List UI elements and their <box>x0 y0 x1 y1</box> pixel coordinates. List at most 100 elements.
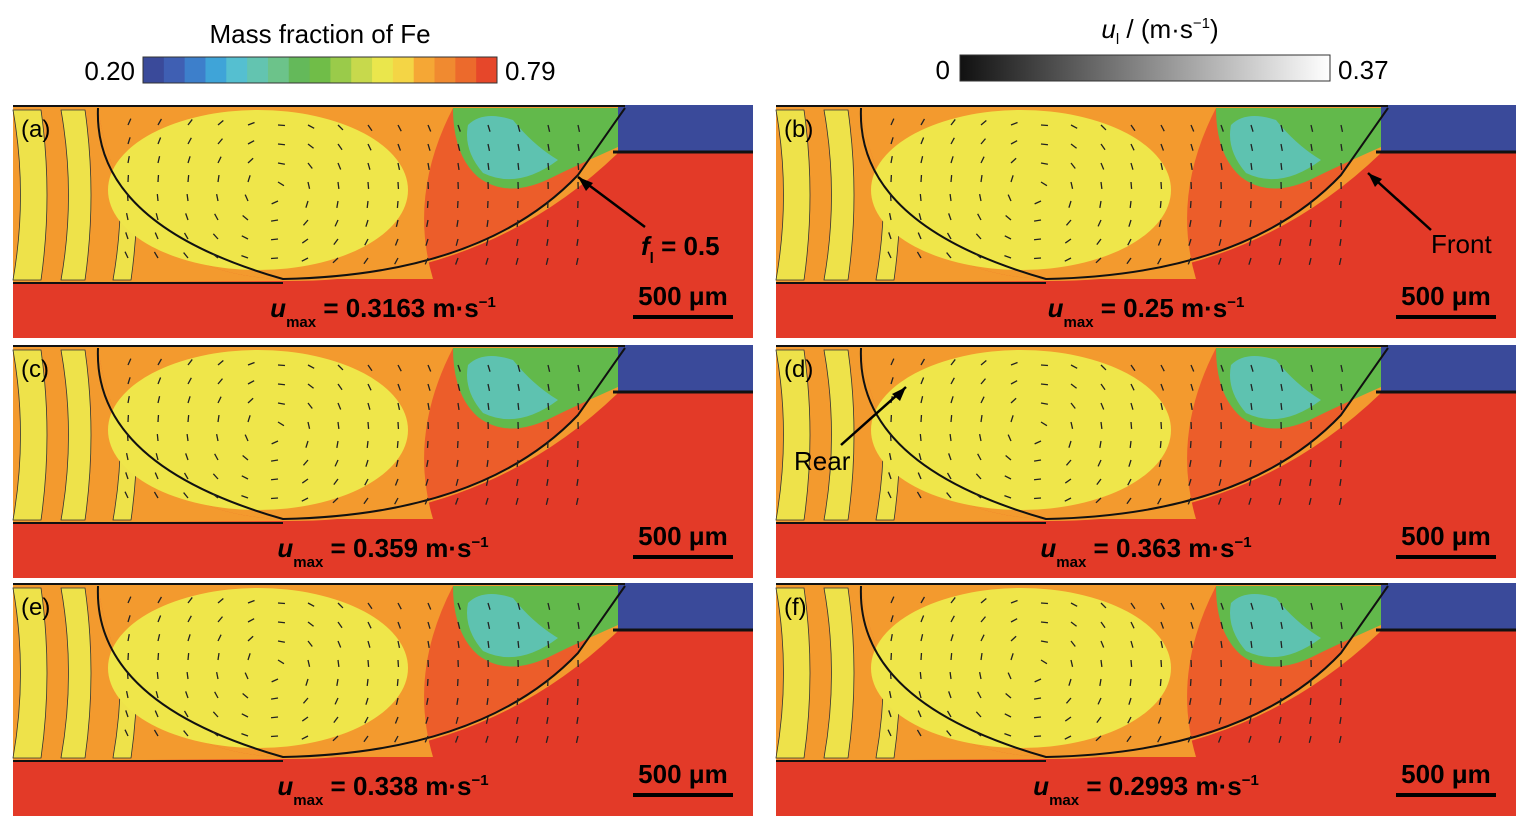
velocity-vector <box>980 138 986 145</box>
velocity-vector <box>154 710 159 718</box>
velocity-vector <box>185 691 189 699</box>
velocity-vector <box>247 361 255 366</box>
velocity-vector <box>1248 478 1252 486</box>
velocity-vector <box>124 491 129 499</box>
velocity-vector <box>1218 238 1222 246</box>
velocity-vector <box>1070 124 1078 129</box>
velocity-vector <box>487 143 491 151</box>
velocity-vector <box>156 193 159 202</box>
velocity-vector <box>394 238 399 246</box>
velocity-vector <box>457 621 461 629</box>
substrate <box>618 583 753 629</box>
cyan-zone <box>1230 356 1321 420</box>
velocity-vector <box>1340 621 1343 630</box>
velocity-vector <box>1130 364 1136 372</box>
velocity-vector <box>950 615 955 623</box>
velocity-vector <box>980 396 985 404</box>
velocity-vector <box>545 257 549 265</box>
velocity-vector <box>457 383 461 391</box>
velocity-vector <box>1309 219 1312 228</box>
velocity-vector <box>456 459 459 468</box>
value: = 0.25 m·s <box>1094 293 1228 323</box>
velocity-vector <box>217 616 223 623</box>
velocity-vector <box>332 257 339 264</box>
superscript: −1 <box>1242 772 1259 789</box>
velocity-vector <box>187 634 191 642</box>
velocity-vector <box>337 143 343 151</box>
velocity-vector <box>215 194 219 202</box>
velocity-vector <box>1310 621 1313 630</box>
velocity-vector <box>950 634 954 642</box>
velocity-vector <box>950 359 956 366</box>
velocity-vector <box>1189 219 1192 227</box>
colorbar-swatch <box>309 57 331 83</box>
velocity-vector <box>546 459 549 468</box>
u-max-label: umax = 0.363 m·s−1 <box>1040 533 1251 571</box>
velocity-vector <box>576 238 579 247</box>
colorbar-swatch <box>476 57 498 83</box>
velocity-vector <box>127 615 131 623</box>
velocity-vector <box>1158 219 1162 227</box>
velocity-vector <box>1340 364 1344 372</box>
velocity-vector <box>1158 697 1162 705</box>
velocity-vector <box>547 402 550 411</box>
velocity-vector <box>426 219 429 227</box>
velocity-vector <box>457 640 460 649</box>
velocity-vector <box>546 478 549 487</box>
velocity-vector <box>126 193 129 202</box>
velocity-vector <box>916 251 922 259</box>
value: = 0.338 m·s <box>323 771 471 801</box>
velocity-vector <box>1279 459 1282 468</box>
velocity-vector <box>975 253 982 259</box>
fe-colorbar-frame <box>142 56 498 84</box>
fe-colorbar-min: 0.20 <box>84 56 135 86</box>
velocity-vector <box>333 238 339 245</box>
velocity-vector <box>244 672 249 680</box>
velocity-vector <box>888 213 892 221</box>
text: = 0.5 <box>654 231 720 261</box>
velocity-colorbar-max: 0.37 <box>1338 55 1389 85</box>
velocity-vector <box>1280 364 1284 372</box>
velocity-vector <box>1309 459 1312 468</box>
velocity-vector <box>1217 257 1222 265</box>
velocity-vector <box>1220 124 1224 132</box>
value: = 0.359 m·s <box>323 533 471 563</box>
velocity-vector <box>1160 162 1164 170</box>
velocity-vector <box>1096 478 1102 485</box>
velocity-vector <box>547 621 550 630</box>
velocity-vector <box>1189 459 1192 467</box>
velocity-vector <box>577 402 580 411</box>
velocity-vector <box>397 383 402 391</box>
velocity-vector <box>1033 459 1042 462</box>
velocity-vector <box>1250 621 1254 629</box>
velocity-vector <box>1220 602 1224 610</box>
velocity-vector <box>397 602 402 610</box>
velocity-vector <box>517 162 520 171</box>
velocity-vector <box>1068 678 1072 686</box>
stripe <box>823 349 855 521</box>
velocity-vector <box>334 219 339 227</box>
velocity-vector <box>397 124 402 132</box>
velocity-vector <box>364 478 369 486</box>
velocity-vector <box>517 602 521 610</box>
velocity-vector <box>1190 621 1194 629</box>
scale-bar-label: 500 μm <box>1401 281 1491 311</box>
velocity-vector <box>124 251 129 259</box>
velocity-vector <box>1220 162 1223 171</box>
velocity-vector <box>485 735 489 743</box>
velocity-vector <box>187 119 193 126</box>
velocity-vector <box>1309 716 1312 725</box>
velocity-vector <box>270 257 279 260</box>
velocity-vector <box>183 472 189 480</box>
pool-core <box>108 110 408 270</box>
velocity-vector <box>890 155 893 164</box>
velocity-vector <box>247 140 255 145</box>
velocity-vector <box>1126 497 1132 505</box>
velocity-vector <box>949 433 952 442</box>
velocity-vector <box>1010 599 1018 604</box>
velocity-vector <box>917 232 922 240</box>
velocity-vector <box>920 615 925 623</box>
velocity-vector <box>183 710 189 718</box>
velocity-vector <box>1190 124 1195 132</box>
colorbar-swatch <box>267 57 290 83</box>
